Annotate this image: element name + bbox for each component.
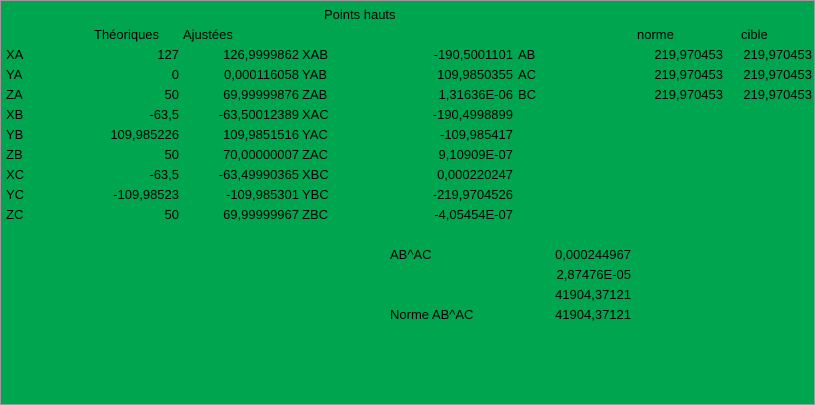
header-theoriques[interactable]: Théoriques — [94, 27, 160, 42]
theoretical-value[interactable]: -109,98523 — [113, 187, 179, 202]
norme-value[interactable]: 219,970453 — [654, 67, 723, 82]
vector-label[interactable]: YAB — [302, 67, 328, 82]
cible-value[interactable]: 219,970453 — [743, 67, 812, 82]
theoretical-value[interactable]: 50 — [164, 207, 179, 222]
row-label[interactable]: ZB — [6, 147, 23, 162]
adjusted-value[interactable]: 70,00000007 — [223, 147, 299, 162]
theoretical-value[interactable]: 50 — [164, 87, 179, 102]
cross-product-y[interactable]: 2,87476E-05 — [556, 267, 631, 282]
adjusted-value[interactable]: -63,49990365 — [218, 167, 299, 182]
vector-value[interactable]: 1,31636E-06 — [438, 87, 513, 102]
vector-value[interactable]: 9,10909E-07 — [438, 147, 513, 162]
vector-label[interactable]: YAC — [302, 127, 328, 142]
cross-product-z[interactable]: 41904,37121 — [555, 287, 631, 302]
cible-value[interactable] — [701, 105, 812, 125]
vector-label[interactable]: XAB — [302, 47, 329, 62]
cible-value[interactable] — [701, 165, 812, 185]
vector-label[interactable]: XAC — [302, 107, 329, 122]
sheet-title[interactable]: Points hauts — [324, 7, 396, 22]
vector-value[interactable]: -109,985417 — [439, 127, 513, 142]
cross-norm-label[interactable]: Norme AB^AC — [390, 307, 474, 322]
vector-label[interactable]: ZAB — [302, 87, 328, 102]
segment-label[interactable]: AB — [518, 47, 536, 62]
theoretical-value[interactable]: 50 — [164, 147, 179, 162]
row-label[interactable]: ZA — [6, 87, 23, 102]
norme-value[interactable]: 219,970453 — [654, 87, 723, 102]
adjusted-value[interactable]: -63,50012389 — [218, 107, 299, 122]
vector-value[interactable]: -190,5001101 — [433, 47, 513, 62]
cible-value[interactable] — [701, 185, 812, 205]
theoretical-value[interactable]: -63,5 — [149, 167, 179, 182]
cross-product-x[interactable]: 0,000244967 — [555, 247, 631, 262]
adjusted-value[interactable]: 69,99999967 — [223, 207, 299, 222]
cross-product-label[interactable]: AB^AC — [390, 247, 432, 262]
theoretical-value[interactable]: 109,985226 — [110, 127, 179, 142]
adjusted-value[interactable]: 109,9851516 — [223, 127, 299, 142]
theoretical-value[interactable]: 127 — [157, 47, 179, 62]
segment-label[interactable]: BC — [518, 87, 537, 102]
cible-value[interactable]: 219,970453 — [743, 87, 812, 102]
adjusted-value[interactable]: -109,985301 — [225, 187, 299, 202]
header-norme[interactable]: norme — [637, 27, 674, 42]
norme-value[interactable]: 219,970453 — [654, 47, 723, 62]
segment-label[interactable]: AC — [518, 67, 537, 82]
vector-value[interactable]: 0,000220247 — [437, 167, 513, 182]
cible-value[interactable]: 219,970453 — [743, 47, 812, 62]
cible-value[interactable] — [701, 125, 812, 145]
cible-value[interactable] — [701, 205, 812, 225]
cross-norm-value[interactable]: 41904,37121 — [555, 307, 631, 322]
row-label[interactable]: YC — [6, 187, 25, 202]
row-label[interactable]: ZC — [6, 207, 24, 222]
row-label[interactable]: YB — [6, 127, 24, 142]
adjusted-value[interactable]: 126,9999862 — [223, 47, 299, 62]
vector-label[interactable]: YBC — [302, 187, 329, 202]
adjusted-value[interactable]: 69,99999876 — [223, 87, 299, 102]
vector-label[interactable]: ZAC — [302, 147, 328, 162]
vector-value[interactable]: -4,05454E-07 — [434, 207, 513, 222]
theoretical-value[interactable]: -63,5 — [149, 107, 179, 122]
header-cible[interactable]: cible — [741, 27, 768, 42]
vector-value[interactable]: -219,9704526 — [432, 187, 513, 202]
vector-value[interactable]: 109,9850355 — [437, 67, 513, 82]
header-ajustees[interactable]: Ajustées — [183, 27, 233, 42]
row-label[interactable]: XC — [6, 167, 25, 182]
vector-value[interactable]: -190,4998899 — [432, 107, 513, 122]
row-label[interactable]: XB — [6, 107, 24, 122]
row-label[interactable]: XA — [6, 47, 24, 62]
cible-value[interactable] — [701, 145, 812, 165]
vector-label[interactable]: ZBC — [302, 207, 328, 222]
theoretical-value[interactable]: 0 — [171, 67, 179, 82]
adjusted-value[interactable]: 0,000116058 — [224, 67, 299, 82]
row-label[interactable]: YA — [6, 67, 23, 82]
vector-label[interactable]: XBC — [302, 167, 329, 182]
